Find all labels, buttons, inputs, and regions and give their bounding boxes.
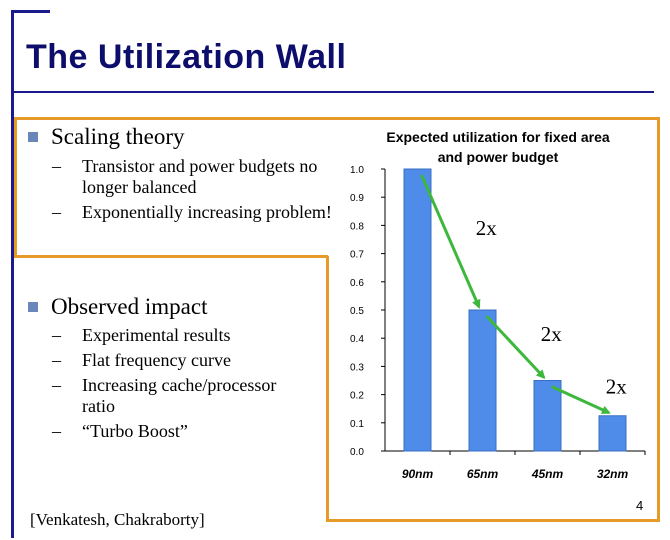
annotation-2x: 2x <box>541 322 563 346</box>
sub-item: Transistor and power budgets no longer b… <box>52 156 332 198</box>
bullet-text: Scaling theory <box>51 124 185 149</box>
y-tick-label: 1.0 <box>350 165 364 176</box>
chart-box-right <box>657 117 660 522</box>
halving-arrow <box>485 314 546 379</box>
bullet-text: Observed impact <box>51 294 208 319</box>
highlight-box-top <box>14 117 364 120</box>
slide-title: The Utilization Wall <box>26 38 347 76</box>
annotation-2x: 2x <box>606 375 628 399</box>
x-tick-label: 32nm <box>597 467 629 481</box>
y-tick-label: 0.2 <box>350 391 364 402</box>
frame-left-rule <box>11 10 14 538</box>
annotation-2x: 2x <box>476 216 498 240</box>
bullet-observed-impact: Observed impact <box>28 294 207 320</box>
sub-item: “Turbo Boost” <box>52 421 312 442</box>
chart-title-line-1: Expected utilization for fixed area <box>386 129 609 145</box>
bullet-square-icon <box>28 132 38 142</box>
page-number: 4 <box>636 498 644 513</box>
highlight-box-left <box>14 117 17 258</box>
chart-title-line-2: and power budget <box>438 149 559 165</box>
bullet-square-icon <box>28 302 38 312</box>
x-tick-label: 90nm <box>402 467 434 481</box>
y-tick-label: 0.4 <box>350 334 364 345</box>
bar-90nm <box>403 168 432 452</box>
frame-top-rule <box>11 10 50 13</box>
chart-box-left <box>326 256 329 522</box>
y-tick-label: 0.8 <box>350 221 364 232</box>
bar-65nm <box>468 309 497 452</box>
y-tick-label: 0.6 <box>350 278 364 289</box>
sub-item: Increasing cache/processor ratio <box>52 375 312 417</box>
sublist-observed-impact: Experimental results Flat frequency curv… <box>52 325 312 446</box>
y-tick-label: 0.9 <box>350 193 364 204</box>
chart-box-top <box>360 117 660 120</box>
halving-arrow <box>420 174 481 309</box>
sub-item: Flat frequency curve <box>52 350 312 371</box>
y-tick-label: 0.5 <box>350 306 364 317</box>
sub-item: Experimental results <box>52 325 312 346</box>
y-tick-label: 0.0 <box>350 447 364 458</box>
halving-arrow <box>550 385 611 415</box>
sublist-scaling-theory: Transistor and power budgets no longer b… <box>52 156 332 227</box>
y-tick-label: 0.1 <box>350 419 364 430</box>
x-tick-label: 45nm <box>531 467 564 481</box>
bullet-scaling-theory: Scaling theory <box>28 124 185 150</box>
title-underline <box>14 91 654 93</box>
bar-45nm <box>533 380 562 452</box>
y-tick-label: 0.3 <box>350 362 364 373</box>
utilization-chart: Expected utilization for fixed area and … <box>350 129 646 481</box>
bar-32nm <box>598 415 627 452</box>
y-tick-label: 0.7 <box>350 250 364 261</box>
highlight-box-bottom <box>14 255 328 258</box>
x-tick-label: 65nm <box>467 467 499 481</box>
citation: [Venkatesh, Chakraborty] <box>30 510 205 529</box>
sub-item: Exponentially increasing problem! <box>52 202 332 223</box>
chart-box-bottom <box>328 519 660 522</box>
